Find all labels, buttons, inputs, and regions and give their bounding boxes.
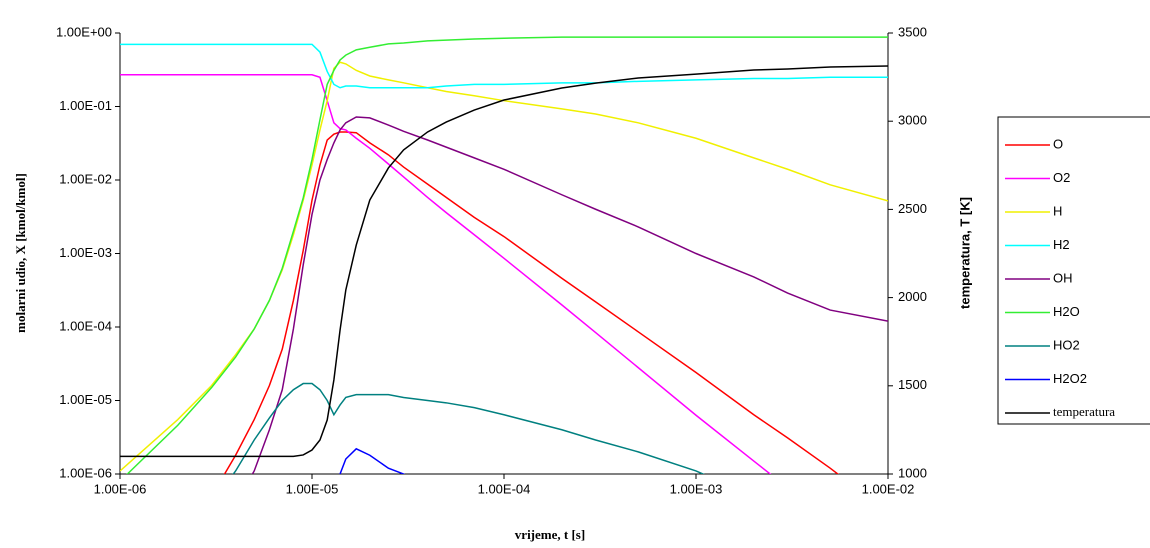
legend-label: HO2 (1053, 337, 1080, 352)
series-line (339, 447, 405, 474)
y-tick-label: 1.00E-06 (59, 465, 112, 480)
plot-area (120, 36, 888, 474)
y2-tick-label: 2000 (898, 289, 927, 304)
x-tick-label: 1.00E-04 (478, 481, 531, 496)
x-tick-label: 1.00E-06 (94, 481, 147, 496)
legend-label: O (1053, 136, 1063, 151)
series-line (120, 43, 888, 89)
series-line (120, 65, 888, 458)
series-line (126, 36, 888, 474)
series-line (223, 131, 840, 474)
legend-label: H2O2 (1053, 371, 1087, 386)
legend-label: O2 (1053, 170, 1070, 185)
y2-tick-label: 3500 (898, 24, 927, 39)
series-line (232, 382, 705, 474)
legend-label: H2O (1053, 304, 1080, 319)
y2-axis-title: temperatura, T [K] (957, 197, 972, 309)
series-line (251, 116, 888, 474)
y2-tick-label: 1500 (898, 377, 927, 392)
y-axis-title: molarni udio, X [kmol/kmol] (13, 173, 28, 333)
legend-box (997, 116, 1150, 425)
y2-tick-label: 1000 (898, 465, 927, 480)
legend-label: OH (1053, 270, 1073, 285)
y-tick-label: 1.00E-03 (59, 245, 112, 260)
x-tick-label: 1.00E-05 (286, 481, 339, 496)
y-tick-label: 1.00E-01 (59, 98, 112, 113)
x-axis-title: vrijeme, t [s] (515, 527, 585, 542)
y-tick-label: 1.00E-04 (59, 318, 112, 333)
y-tick-label: 1.00E-05 (59, 392, 112, 407)
series-line (120, 74, 772, 474)
x-tick-label: 1.00E-02 (862, 481, 915, 496)
legend-label: temperatura (1053, 404, 1115, 419)
series-line (120, 61, 888, 472)
y-tick-label: 1.00E-02 (59, 171, 112, 186)
legend-label: H (1053, 203, 1062, 218)
y2-tick-label: 2500 (898, 201, 927, 216)
y-tick-label: 1.00E+00 (56, 24, 112, 39)
legend-label: H2 (1053, 237, 1070, 252)
y2-tick-label: 3000 (898, 113, 927, 128)
x-tick-label: 1.00E-03 (670, 481, 723, 496)
